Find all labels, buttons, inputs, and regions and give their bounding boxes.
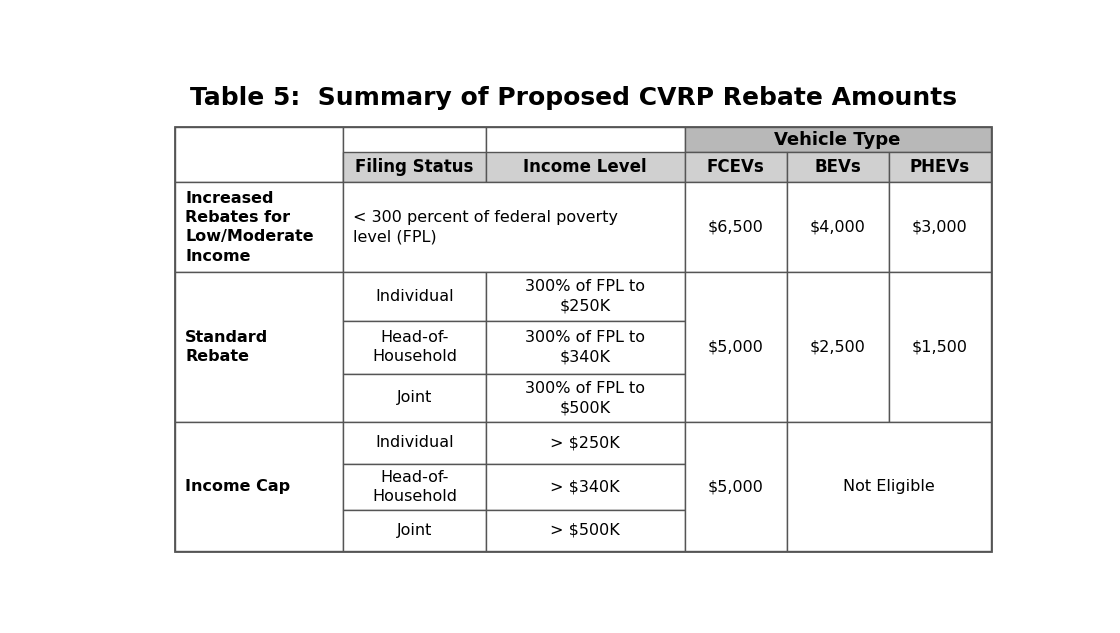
Bar <box>343 272 486 321</box>
Text: $4,000: $4,000 <box>810 220 866 235</box>
Bar <box>888 182 991 272</box>
Bar <box>486 422 684 463</box>
Bar <box>486 272 684 321</box>
Text: Vehicle Type: Vehicle Type <box>774 131 900 149</box>
Text: < 300 percent of federal poverty
level (FPL): < 300 percent of federal poverty level (… <box>354 210 618 244</box>
Text: FCEVs: FCEVs <box>707 158 765 177</box>
Text: Individual: Individual <box>375 436 454 450</box>
Bar <box>684 182 786 272</box>
Bar <box>486 153 684 182</box>
Text: Income Cap: Income Cap <box>185 479 290 494</box>
Bar <box>486 321 684 373</box>
Text: Joint: Joint <box>396 523 432 538</box>
Text: > $340K: > $340K <box>550 479 620 494</box>
Text: Income Level: Income Level <box>523 158 647 177</box>
Bar <box>343 182 684 272</box>
Bar <box>486 463 684 510</box>
Bar <box>684 153 786 182</box>
Bar <box>486 127 684 182</box>
Text: > $250K: > $250K <box>550 436 620 450</box>
Bar <box>786 182 888 272</box>
Bar <box>786 272 888 422</box>
Bar <box>888 272 991 422</box>
Bar <box>175 272 343 422</box>
Text: $5,000: $5,000 <box>708 479 764 494</box>
Bar <box>786 422 990 551</box>
Bar <box>343 463 486 510</box>
Bar <box>175 182 343 272</box>
Text: Table 5:  Summary of Proposed CVRP Rebate Amounts: Table 5: Summary of Proposed CVRP Rebate… <box>190 86 958 110</box>
Text: $6,500: $6,500 <box>708 220 764 235</box>
Text: Filing Status: Filing Status <box>355 158 474 177</box>
Bar <box>343 373 486 422</box>
Bar <box>486 373 684 422</box>
Bar <box>684 127 990 153</box>
Bar <box>343 153 486 182</box>
Text: Not Eligible: Not Eligible <box>842 479 934 494</box>
Bar <box>486 510 684 551</box>
Text: Increased
Rebates for
Low/Moderate
Income: Increased Rebates for Low/Moderate Incom… <box>185 191 314 264</box>
Text: $2,500: $2,500 <box>810 340 866 354</box>
Bar <box>888 153 991 182</box>
Text: PHEVs: PHEVs <box>909 158 970 177</box>
Text: $5,000: $5,000 <box>708 340 764 354</box>
Text: 300% of FPL to
$250K: 300% of FPL to $250K <box>525 279 645 313</box>
Text: > $500K: > $500K <box>550 523 620 538</box>
Bar <box>684 272 786 422</box>
Bar <box>175 127 990 551</box>
Bar <box>175 422 343 551</box>
Text: 300% of FPL to
$340K: 300% of FPL to $340K <box>525 330 645 365</box>
Text: $1,500: $1,500 <box>912 340 968 354</box>
Text: Standard
Rebate: Standard Rebate <box>185 330 269 365</box>
Text: $3,000: $3,000 <box>912 220 968 235</box>
Bar <box>786 153 888 182</box>
Bar <box>175 127 343 182</box>
Text: Head-of-
Household: Head-of- Household <box>372 470 457 504</box>
Bar <box>684 422 786 551</box>
Text: Head-of-
Household: Head-of- Household <box>372 330 457 365</box>
Bar <box>343 422 486 463</box>
Text: Individual: Individual <box>375 289 454 304</box>
Text: Joint: Joint <box>396 391 432 405</box>
Text: 300% of FPL to
$500K: 300% of FPL to $500K <box>525 381 645 415</box>
Bar <box>343 510 486 551</box>
Bar <box>343 321 486 373</box>
Bar <box>343 127 486 182</box>
Text: BEVs: BEVs <box>814 158 861 177</box>
